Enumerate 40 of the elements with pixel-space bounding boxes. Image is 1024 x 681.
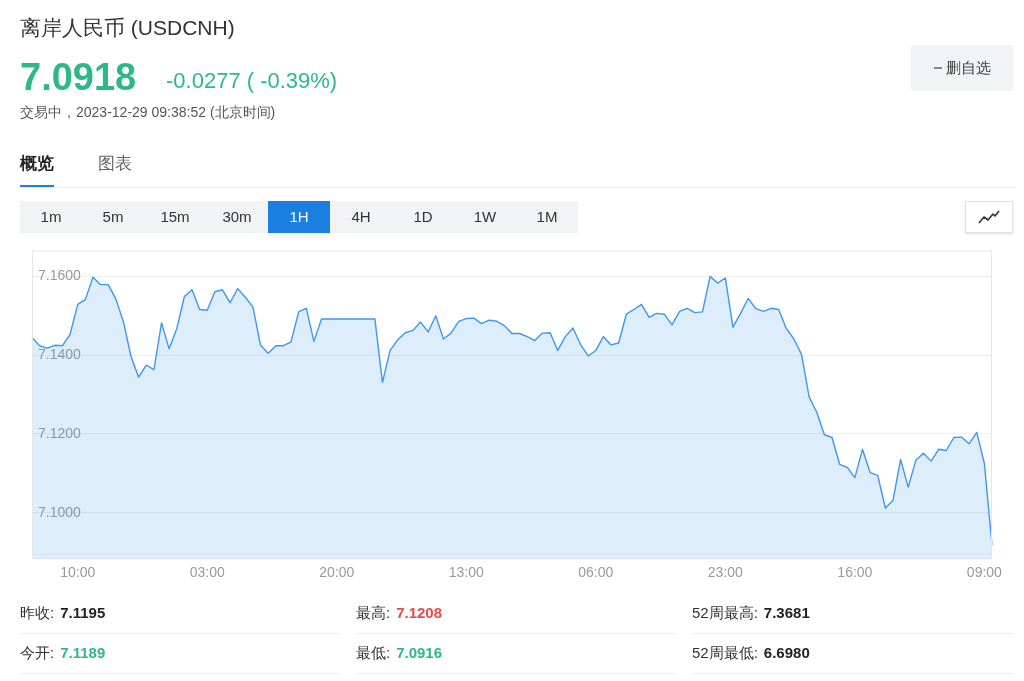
text: 最低: bbox=[356, 644, 391, 661]
y-tick-label: 7.1000 bbox=[38, 503, 82, 520]
text: 4H bbox=[350, 207, 372, 227]
y-tick-label: 7.1600 bbox=[38, 267, 82, 284]
text: 15m bbox=[159, 207, 191, 227]
text: 7.1208 bbox=[396, 604, 443, 621]
text: 52周最低: bbox=[692, 644, 758, 661]
x-tick-label: 06:00 bbox=[578, 564, 614, 581]
y-tick-label: 7.1200 bbox=[38, 424, 82, 441]
text: 7.0918 bbox=[20, 56, 137, 99]
text: 概览 bbox=[20, 152, 54, 188]
text: 7.0916 bbox=[396, 644, 443, 661]
x-tick-label: 16:00 bbox=[837, 564, 873, 581]
text: 交易中，2023-12-29 09:38:52 (北京时间) bbox=[20, 104, 276, 122]
text: 图表 bbox=[98, 153, 132, 175]
text: 昨收: bbox=[20, 604, 55, 621]
text: -0.0277 ( -0.39%) bbox=[166, 68, 338, 94]
x-tick-label: 09:00 bbox=[966, 564, 1003, 581]
x-tick-label: 03:00 bbox=[189, 564, 225, 581]
text: 删自选 bbox=[946, 58, 991, 78]
text: 1M bbox=[535, 207, 559, 227]
x-tick-label: 23:00 bbox=[707, 564, 744, 581]
text: 5m bbox=[101, 207, 125, 227]
x-tick-label: 10:00 bbox=[60, 564, 96, 581]
text: 今开: bbox=[20, 644, 55, 661]
text: 6.6980 bbox=[763, 644, 810, 661]
chart-title: 离岸人民币 (USDCNH) bbox=[20, 15, 235, 41]
text: 52周最高: bbox=[692, 604, 758, 621]
text: 30m bbox=[221, 207, 253, 227]
text: 7.3681 bbox=[763, 604, 810, 621]
text: 1H bbox=[268, 201, 330, 233]
text: 7.1195 bbox=[60, 604, 106, 621]
text: 1D bbox=[412, 207, 434, 227]
x-tick-label: 13:00 bbox=[448, 564, 485, 581]
text: 1W bbox=[472, 207, 498, 227]
y-tick-label: 7.1400 bbox=[38, 346, 82, 363]
text: 7.1189 bbox=[60, 644, 106, 661]
x-tick-label: 20:00 bbox=[319, 564, 355, 581]
text: 1m bbox=[39, 207, 63, 227]
text: 最高: bbox=[356, 604, 391, 621]
